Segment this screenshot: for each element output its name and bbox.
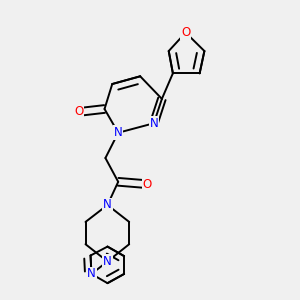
Text: N: N bbox=[103, 199, 112, 212]
Text: O: O bbox=[74, 106, 83, 118]
Text: N: N bbox=[149, 117, 158, 130]
Text: N: N bbox=[87, 267, 96, 280]
Text: N: N bbox=[103, 255, 112, 268]
Text: N: N bbox=[114, 126, 123, 139]
Text: O: O bbox=[181, 26, 190, 39]
Text: O: O bbox=[142, 178, 152, 191]
